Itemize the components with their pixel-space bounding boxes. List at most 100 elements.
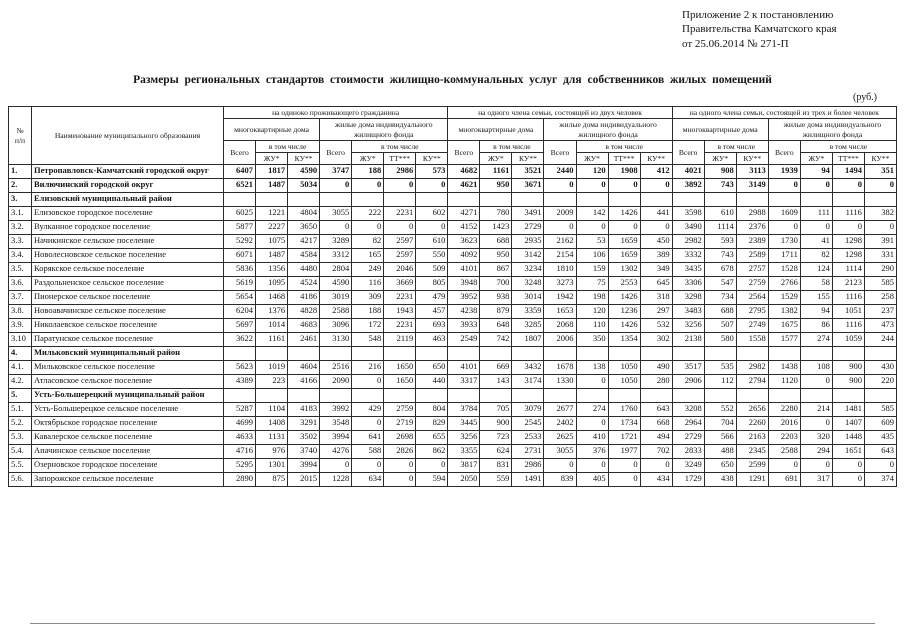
value-cell: 374 (863, 472, 898, 488)
value-cell: 1050 (607, 360, 641, 376)
value-cell (735, 346, 769, 362)
col-header-name: Наименование муниципального образования (31, 105, 224, 166)
value-cell: 3019 (319, 290, 353, 306)
value-cell: 2389 (735, 234, 769, 250)
value-cell (543, 388, 577, 404)
col-header-including: в том числе (703, 139, 769, 154)
value-cell: 3174 (511, 374, 545, 390)
standards-table: № п/п Наименование муниципального образо… (8, 105, 898, 488)
value-cell: 2597 (383, 234, 417, 250)
value-cell: 1330 (543, 374, 577, 390)
row-num: 2. (8, 178, 32, 194)
value-cell: 1354 (607, 332, 641, 348)
value-cell: 550 (415, 248, 449, 264)
row-name: Усть-Большерецкий муниципальный район (31, 388, 224, 404)
value-cell: 559 (479, 472, 513, 488)
value-cell: 0 (415, 178, 449, 194)
value-cell: 879 (479, 304, 513, 320)
value-cell: 2794 (735, 374, 769, 390)
value-cell: 6204 (222, 304, 257, 320)
value-cell: 0 (831, 472, 865, 488)
value-cell: 4633 (222, 430, 257, 446)
value-cell: 2826 (383, 444, 417, 460)
col-header-tt: ТТ*** (607, 151, 641, 166)
value-cell (351, 388, 385, 404)
value-cell: 3933 (447, 318, 481, 334)
value-cell: 82 (799, 248, 833, 264)
value-cell: 1481 (831, 402, 865, 418)
value-cell: 1221 (255, 206, 289, 222)
value-cell (735, 192, 769, 208)
value-cell: 688 (703, 304, 737, 320)
value-cell: 0 (415, 220, 449, 236)
table-row: 4.1. Мильковское сельское поселение 5623 10… (8, 360, 898, 376)
value-cell: 668 (639, 416, 673, 432)
row-name: Апачинское сельское поселение (31, 444, 224, 460)
value-cell: 3517 (671, 360, 705, 376)
value-cell: 5619 (222, 276, 257, 292)
value-cell: 3817 (447, 458, 481, 474)
value-cell: 116 (351, 276, 385, 292)
value-cell (511, 388, 545, 404)
value-cell: 0 (575, 416, 609, 432)
value-cell (222, 388, 257, 404)
value-cell: 258 (863, 290, 898, 306)
value-cell: 3740 (287, 444, 321, 460)
section-row: 3. Елизовский муниципальный район (8, 192, 898, 208)
table-row: 3.2. Вулканное городское поселение 5877 222… (8, 220, 898, 236)
value-cell: 4101 (447, 262, 481, 278)
col-header-including: в том числе (575, 139, 673, 154)
value-cell: 0 (607, 458, 641, 474)
value-cell: 4584 (287, 248, 321, 264)
value-cell: 669 (479, 360, 513, 376)
value-cell: 2729 (671, 430, 705, 446)
value-cell: 593 (703, 234, 737, 250)
value-cell: 2749 (735, 318, 769, 334)
value-cell: 1356 (255, 262, 289, 278)
value-cell: 938 (479, 290, 513, 306)
value-cell: 2553 (607, 276, 641, 292)
value-cell: 908 (703, 164, 737, 180)
value-cell: 862 (415, 444, 449, 460)
value-cell: 2988 (735, 206, 769, 222)
value-cell (479, 388, 513, 404)
value-cell: 691 (767, 472, 801, 488)
value-cell: 3445 (447, 416, 481, 432)
value-cell: 4682 (447, 164, 481, 180)
value-cell: 0 (575, 458, 609, 474)
col-header-total: Всего (543, 139, 577, 166)
value-cell: 3490 (671, 220, 705, 236)
value-cell (222, 346, 257, 362)
value-cell: 1426 (607, 206, 641, 222)
value-cell: 274 (799, 332, 833, 348)
value-cell: 1494 (831, 164, 865, 180)
value-cell: 0 (351, 458, 385, 474)
value-cell: 867 (479, 262, 513, 278)
value-cell (639, 192, 673, 208)
row-num: 3.5. (8, 262, 32, 278)
value-cell (767, 388, 801, 404)
value-cell: 6521 (222, 178, 257, 194)
value-cell: 2795 (735, 304, 769, 320)
value-cell: 1577 (767, 332, 801, 348)
value-cell: 4828 (287, 304, 321, 320)
value-cell: 507 (703, 318, 737, 334)
value-cell: 1161 (255, 332, 289, 348)
value-cell: 594 (415, 472, 449, 488)
value-cell: 3491 (511, 206, 545, 222)
value-cell: 479 (415, 290, 449, 306)
value-cell: 1104 (255, 402, 289, 418)
value-cell: 317 (799, 472, 833, 488)
value-cell: 1721 (607, 430, 641, 446)
value-cell: 138 (575, 360, 609, 376)
value-cell: 2625 (543, 430, 577, 446)
value-cell: 429 (351, 402, 385, 418)
table-row: 3.10 Паратунское сельское поселение 3622 11… (8, 332, 898, 348)
col-header-zhu: ЖУ* (255, 151, 289, 166)
value-cell: 3622 (222, 332, 257, 348)
col-header-zhu: ЖУ* (575, 151, 609, 166)
value-cell: 704 (703, 416, 737, 432)
value-cell: 1487 (255, 178, 289, 194)
value-cell: 2964 (671, 416, 705, 432)
